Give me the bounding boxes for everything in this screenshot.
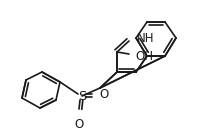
Text: NH: NH bbox=[137, 32, 154, 44]
Text: O: O bbox=[99, 87, 108, 100]
Text: S: S bbox=[78, 90, 86, 102]
Text: OH: OH bbox=[135, 49, 153, 63]
Text: O: O bbox=[74, 118, 84, 131]
